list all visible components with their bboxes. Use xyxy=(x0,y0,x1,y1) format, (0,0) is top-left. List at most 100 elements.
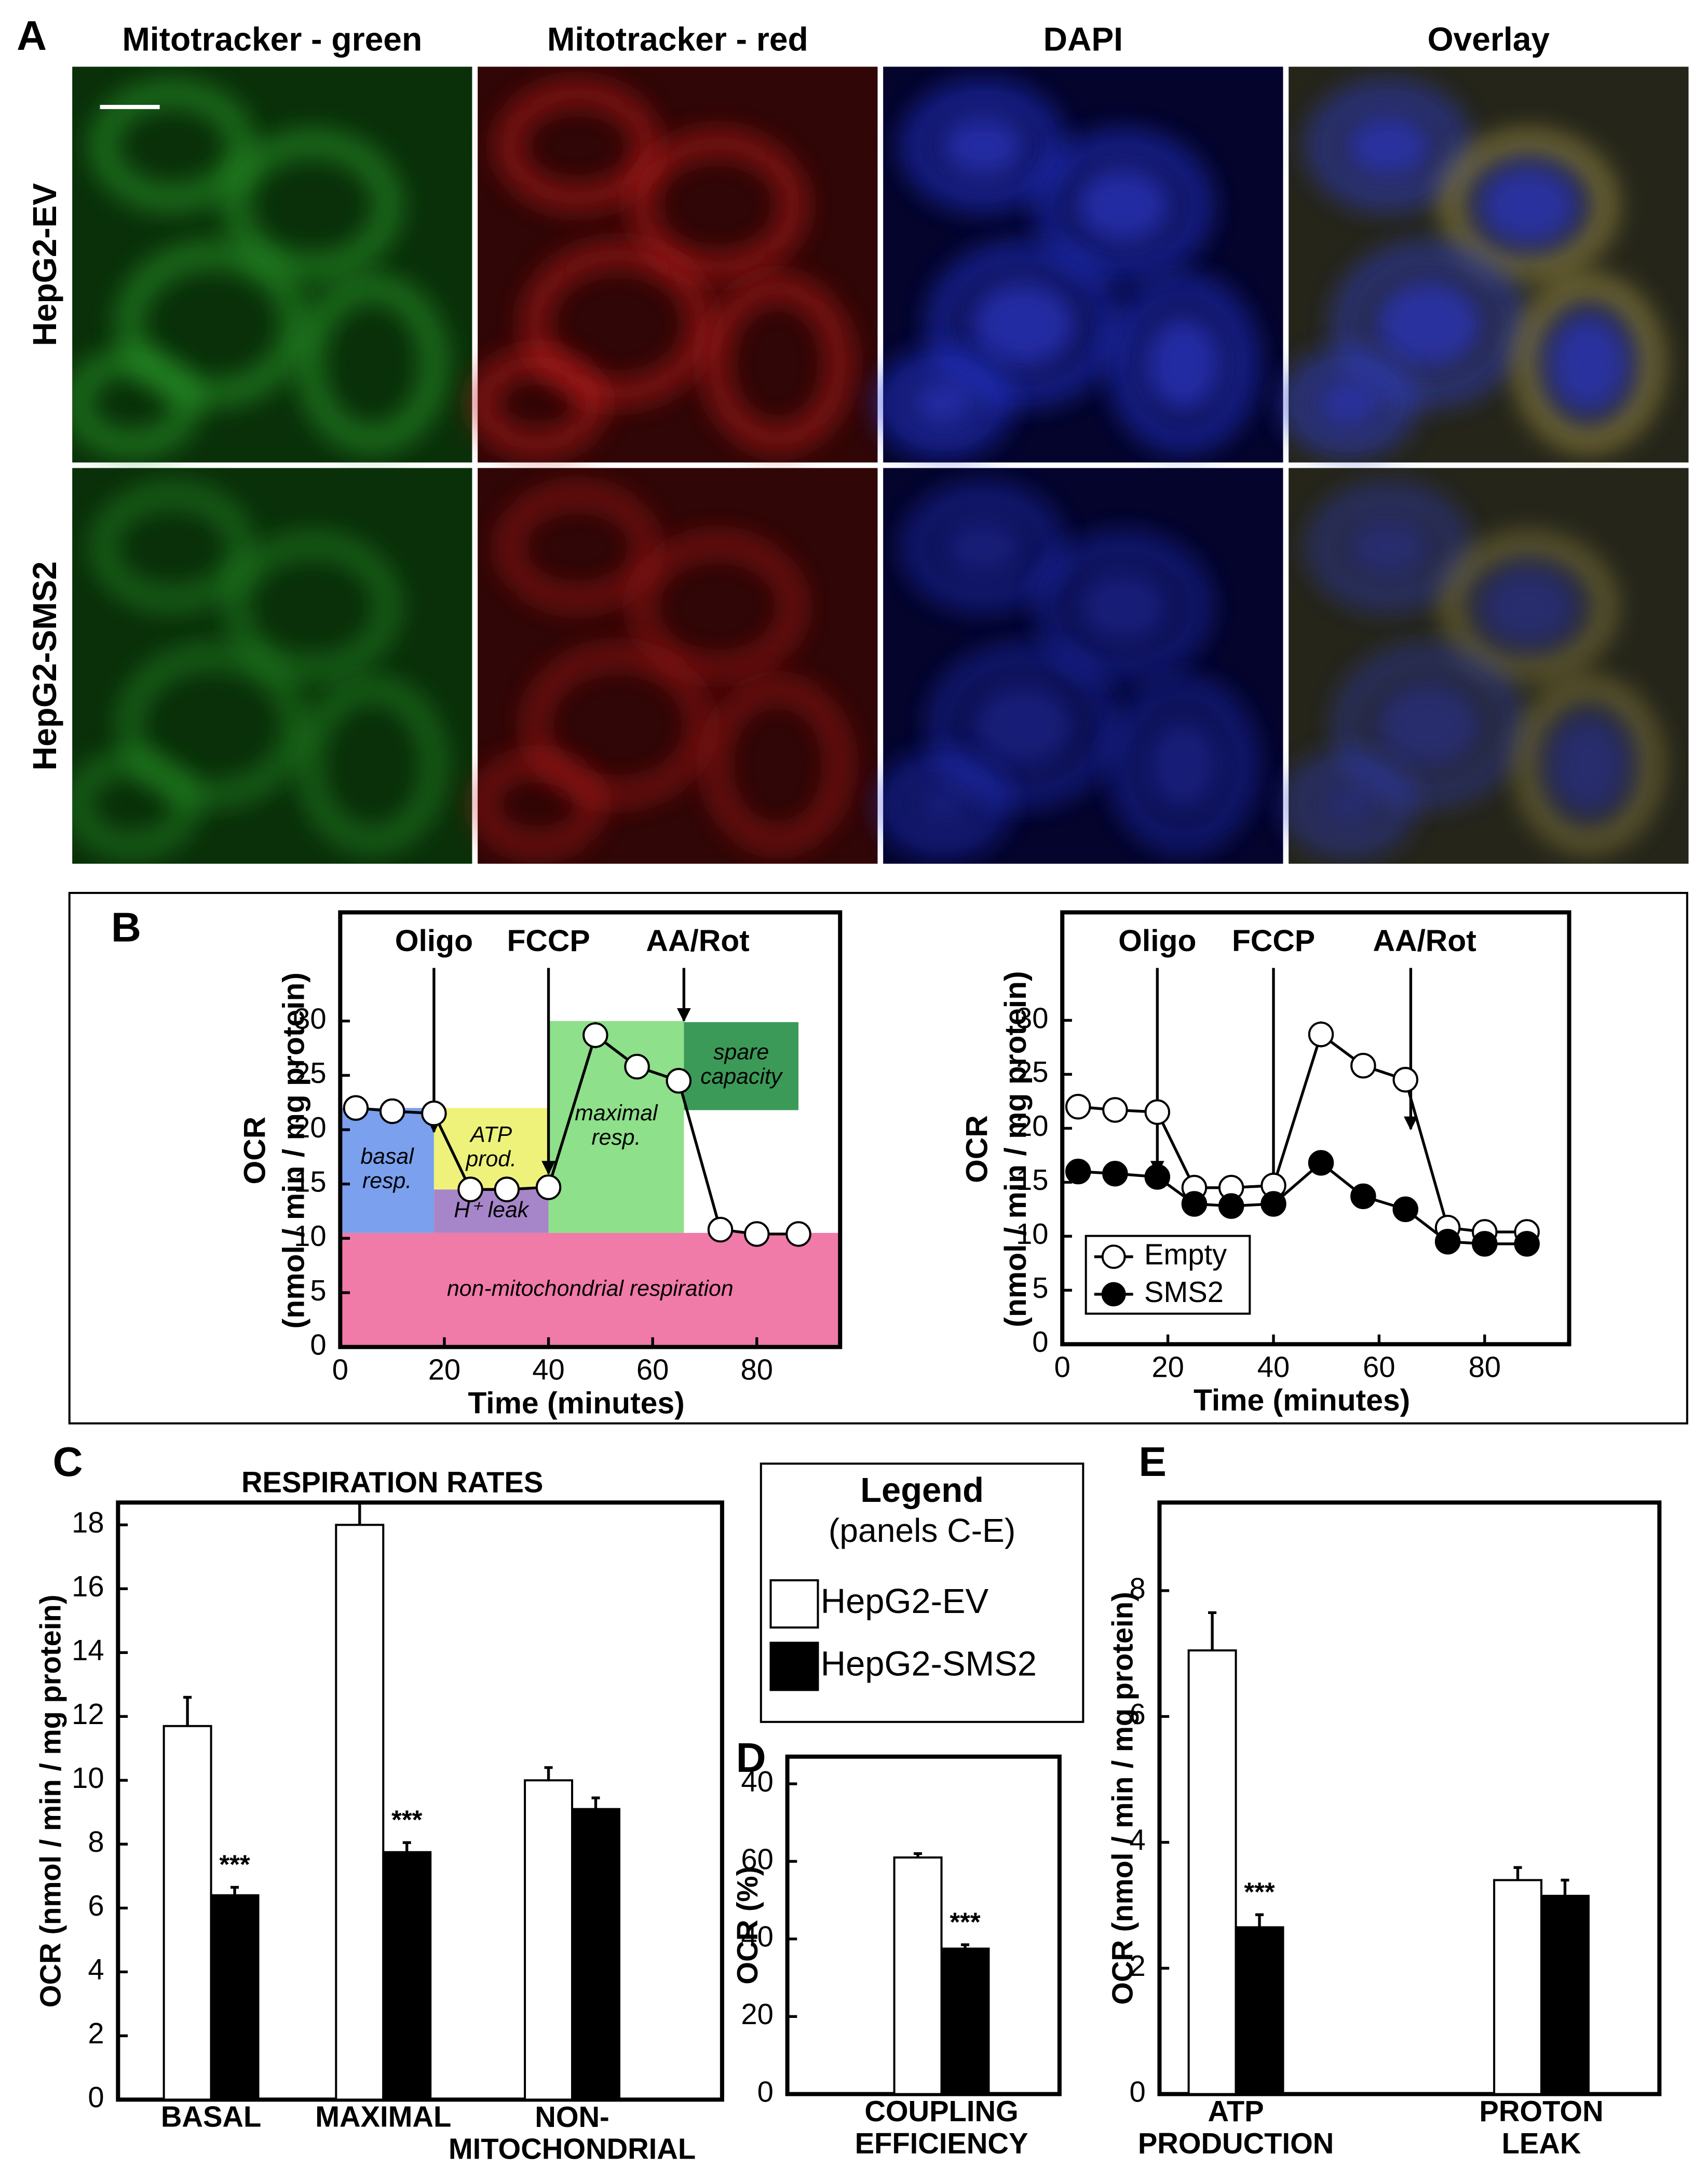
cell-blob xyxy=(1519,681,1658,848)
region-label: maximal resp. xyxy=(575,1101,658,1150)
cell-blob xyxy=(705,277,850,450)
marker xyxy=(1260,1191,1286,1217)
chart-title: RESPIRATION RATES xyxy=(241,1466,543,1498)
column-title: Overlay xyxy=(1428,20,1550,58)
marker xyxy=(421,1100,447,1127)
bar xyxy=(1493,1879,1543,2095)
y-tick-label: 6 xyxy=(1129,1698,1145,1730)
annotation: FCCP xyxy=(507,924,590,958)
bar xyxy=(1235,1926,1284,2095)
x-tick-label: 60 xyxy=(1363,1350,1395,1383)
bar xyxy=(571,1808,620,2101)
marker xyxy=(1218,1193,1244,1219)
y-tick-label: 30 xyxy=(1016,1001,1048,1034)
marker xyxy=(1144,1164,1171,1190)
marker xyxy=(1514,1231,1540,1257)
bar xyxy=(1540,1894,1590,2095)
x-tick-label: 20 xyxy=(1151,1350,1184,1383)
x-tick-label: 80 xyxy=(741,1353,773,1386)
cell-blob xyxy=(72,755,195,853)
y-tick-label: 30 xyxy=(294,1002,326,1035)
marker xyxy=(624,1053,650,1080)
x-tick-label: BASAL xyxy=(161,2100,261,2133)
marker xyxy=(1350,1053,1376,1079)
annotation: Oligo xyxy=(1118,924,1196,958)
legend-subtitle: (panels C-E) xyxy=(829,1512,1015,1549)
bar xyxy=(524,1779,574,2101)
y-tick-label: 18 xyxy=(72,1506,104,1539)
y-tick-label: 0 xyxy=(88,2081,104,2113)
y-tick-label: 15 xyxy=(1016,1163,1048,1196)
cell-blob xyxy=(228,537,396,676)
x-axis-label: Time (minutes) xyxy=(468,1387,684,1420)
cell-blob xyxy=(1312,487,1465,607)
panel-label: B xyxy=(111,904,141,951)
nucleus xyxy=(904,374,982,432)
cell-blob xyxy=(932,648,1114,802)
bar xyxy=(162,1725,212,2101)
nucleus xyxy=(1139,310,1227,417)
x-tick-label: 0 xyxy=(332,1353,348,1386)
marker xyxy=(707,1216,734,1243)
cell-blob xyxy=(72,351,198,455)
y-axis-label: OCR xyxy=(960,1115,994,1183)
cell-blob xyxy=(121,648,303,802)
cell-blob xyxy=(1445,537,1612,676)
region xyxy=(433,1189,549,1233)
cell-blob xyxy=(1516,277,1661,450)
marker xyxy=(1181,1191,1208,1217)
legend-swatch xyxy=(769,1579,819,1629)
y-tick-label: 4 xyxy=(88,1953,104,1986)
marker xyxy=(1472,1231,1498,1257)
legend-title: Legend xyxy=(860,1471,984,1510)
nucleus xyxy=(1309,374,1388,432)
y-tick-label: 20 xyxy=(741,1998,773,2030)
nucleus xyxy=(904,775,982,834)
marker xyxy=(1350,1183,1376,1210)
y-tick-label: 25 xyxy=(294,1056,326,1089)
region-label: non-mitochondrial respiration xyxy=(447,1276,734,1301)
y-axis-unit: (nmol / min / mg protein) xyxy=(277,972,310,1328)
nucleus xyxy=(1475,563,1582,650)
marker xyxy=(1434,1229,1461,1255)
marker xyxy=(1144,1099,1171,1125)
cell-blob xyxy=(226,133,399,278)
nucleus xyxy=(934,109,1032,183)
legend-label: SMS2 xyxy=(1144,1276,1224,1308)
y-tick-label: 20 xyxy=(294,1111,326,1144)
marker xyxy=(457,1176,483,1202)
region xyxy=(684,1022,799,1110)
cell-blob xyxy=(634,537,801,676)
bar xyxy=(1187,1649,1237,2095)
plot-frame xyxy=(1157,1500,1662,2096)
cell-blob xyxy=(300,277,444,450)
cell-blob xyxy=(1039,537,1207,676)
legend-marker xyxy=(1101,1282,1126,1307)
marker xyxy=(1308,1150,1334,1176)
annotation: AA/Rot xyxy=(646,924,749,958)
nucleus xyxy=(1340,109,1438,183)
column-title: Mitotracker - red xyxy=(547,20,808,58)
y-tick-label: 12 xyxy=(72,1698,104,1730)
bar xyxy=(382,1851,432,2101)
panel-label: D xyxy=(736,1734,766,1781)
y-tick-label: 2 xyxy=(88,2017,104,2050)
region xyxy=(340,1232,841,1347)
panel-label: A xyxy=(17,12,47,59)
marker xyxy=(1102,1097,1128,1123)
x-tick-label: 40 xyxy=(1257,1350,1290,1383)
marker xyxy=(1392,1067,1418,1093)
region xyxy=(340,1108,434,1233)
panel-label: E xyxy=(1138,1439,1167,1485)
cell-blob xyxy=(708,681,847,848)
nucleus xyxy=(1475,161,1582,249)
significance: *** xyxy=(950,1907,981,1936)
marker xyxy=(666,1068,692,1094)
cell-blob xyxy=(1283,351,1414,455)
marker xyxy=(1308,1021,1334,1048)
region-label: basal resp. xyxy=(360,1144,414,1194)
cell-blob xyxy=(878,351,1009,455)
cell-blob xyxy=(1114,681,1253,848)
